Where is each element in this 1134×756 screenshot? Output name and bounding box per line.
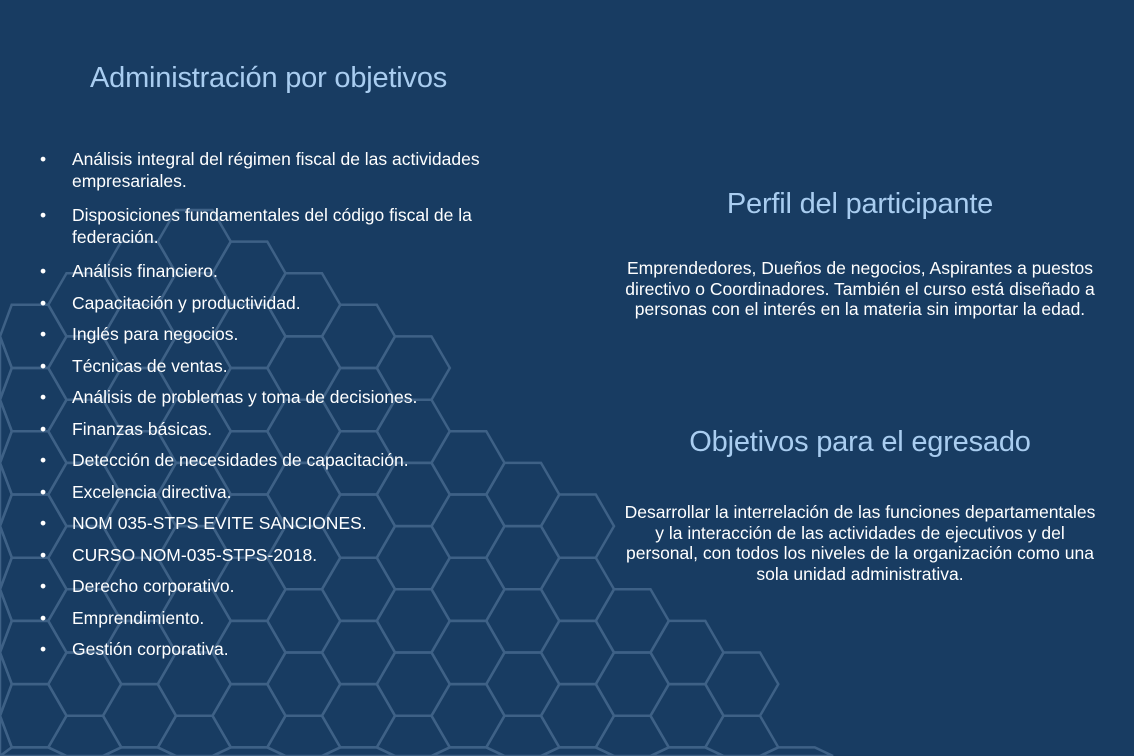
- hexagon-shape: [594, 651, 671, 718]
- course-list-item: CURSO NOM-035-STPS-2018.: [40, 544, 560, 566]
- hexagon-shape: [703, 714, 781, 756]
- course-list-item: Análisis financiero.: [40, 260, 560, 282]
- hexagon-shape: [156, 714, 233, 756]
- hexagon-shape: [430, 682, 506, 749]
- hexagon-shape: [375, 714, 452, 756]
- perfil-title: Perfil del participante: [726, 188, 994, 220]
- page-title: Administración por objetivos: [90, 62, 448, 94]
- hexagon-shape: [594, 588, 671, 654]
- hexagon-shape: [265, 714, 343, 756]
- hexagon-shape: [649, 619, 725, 686]
- course-list-item: Inglés para negocios.: [40, 323, 560, 345]
- hexagon-shape: [0, 462, 14, 527]
- course-list: Análisis integral del régimen fiscal de …: [40, 148, 560, 670]
- hexagon-shape: [0, 335, 14, 401]
- hexagon-shape: [703, 651, 780, 718]
- course-list-item: Excelencia directiva.: [40, 481, 560, 503]
- course-list-item: Técnicas de ventas.: [40, 355, 560, 377]
- course-list-item: Disposiciones fundamentales del código f…: [40, 204, 560, 248]
- course-list-item: Derecho corporativo.: [40, 575, 560, 597]
- hexagon-shape: [211, 682, 287, 749]
- perfil-text: Emprendedores, Dueños de negocios, Aspir…: [625, 258, 1095, 319]
- hexagon-shape: [0, 652, 14, 717]
- hexagon-shape: [320, 682, 397, 749]
- hexagon-shape: [539, 682, 616, 749]
- course-list-item: Análisis integral del régimen fiscal de …: [40, 148, 560, 192]
- course-list-item: Emprendimiento.: [40, 607, 560, 629]
- objetivos-text: Desarrollar la interrelación de las func…: [624, 502, 1096, 584]
- course-list-item: NOM 035-STPS EVITE SANCIONES.: [40, 512, 560, 534]
- hexagon-shape: [46, 714, 124, 756]
- course-list-item: Finanzas básicas.: [40, 418, 560, 440]
- hexagon-shape: [484, 714, 562, 756]
- hexagon-shape: [0, 682, 68, 749]
- hexagon-shape: [0, 525, 14, 590]
- course-list-item: Gestión corporativa.: [40, 638, 560, 660]
- course-list-item: Detección de necesidades de capacitación…: [40, 449, 560, 471]
- hexagon-shape: [0, 399, 14, 464]
- hexagon-shape: [0, 588, 14, 653]
- course-list-item: Capacitación y productividad.: [40, 292, 560, 314]
- hexagon-shape: [101, 682, 178, 749]
- course-list-item: Análisis de problemas y toma de decision…: [40, 386, 560, 408]
- objetivos-title: Objetivos para el egresado: [689, 426, 1031, 458]
- hexagon-shape: [594, 714, 671, 756]
- hexagon-shape: [759, 746, 834, 756]
- hexagon-shape: [649, 682, 725, 749]
